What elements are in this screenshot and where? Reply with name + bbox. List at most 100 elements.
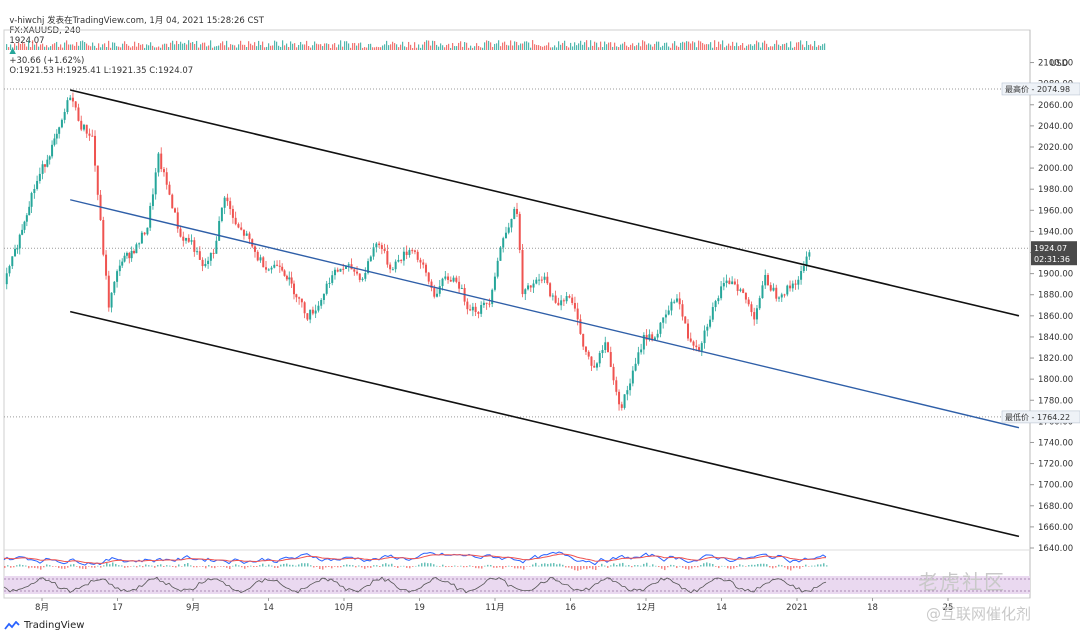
volume-bar — [406, 47, 408, 50]
candle-body — [267, 269, 270, 271]
candle-body — [543, 276, 546, 280]
candle-body — [422, 262, 425, 265]
candle-body — [535, 279, 538, 284]
volume-bar — [696, 47, 698, 50]
volume-bar — [754, 44, 756, 50]
y-tick-label: 2100.00 — [1038, 59, 1073, 69]
macd-histogram-bar — [229, 566, 231, 570]
macd-histogram-bar — [220, 566, 222, 567]
volume-bar — [148, 45, 150, 50]
volume-bar — [540, 46, 542, 50]
macd-histogram-bar — [472, 566, 474, 567]
candle-body — [223, 197, 226, 208]
macd-histogram-bar — [160, 564, 162, 567]
volume-bar — [86, 43, 88, 50]
volume-bar — [46, 45, 48, 50]
macd-histogram-bar — [430, 563, 432, 567]
macd-histogram-bar — [487, 564, 489, 567]
macd-histogram-bar — [139, 565, 141, 567]
macd-histogram-bar — [61, 566, 63, 569]
volume-bar — [606, 44, 608, 50]
volume-bar — [662, 45, 664, 50]
macd-histogram-bar — [757, 564, 759, 567]
macd-histogram-bar — [397, 566, 399, 568]
volume-bar — [532, 40, 534, 50]
candle-body — [618, 391, 621, 405]
macd-histogram-bar — [619, 563, 621, 567]
macd-histogram-bar — [790, 566, 792, 571]
volume-bar — [164, 43, 166, 50]
candle-body — [116, 271, 119, 282]
volume-bar — [674, 41, 676, 50]
volume-bar — [384, 44, 386, 50]
candle-body — [607, 342, 610, 353]
macd-histogram-bar — [223, 566, 225, 567]
volume-bar — [130, 47, 132, 50]
macd-histogram-bar — [148, 565, 150, 567]
volume-bar — [460, 41, 462, 50]
candle-body — [168, 184, 171, 195]
candle-body — [521, 250, 524, 295]
macd-histogram-bar — [763, 563, 765, 567]
volume-bar — [422, 44, 424, 50]
candle-body — [240, 227, 243, 230]
candle-body — [77, 107, 80, 121]
macd-histogram-bar — [742, 565, 744, 567]
price-tag-label: 最低价 - 1764.22 — [1005, 412, 1070, 422]
volume-bar — [780, 46, 782, 50]
candle-body — [485, 302, 488, 304]
candles — [5, 92, 811, 411]
volume-bar — [260, 44, 262, 50]
candle-body — [416, 251, 419, 260]
candle-body — [60, 119, 63, 128]
volume-bar — [236, 47, 238, 50]
volume-bar — [476, 43, 478, 50]
channel-upper-line[interactable] — [70, 89, 1020, 317]
candle-body — [51, 144, 54, 157]
y-tick-label: 1740.00 — [1038, 438, 1073, 448]
volume-bar — [578, 43, 580, 50]
x-tick-label: 8月 — [35, 603, 49, 613]
candle-body — [786, 285, 789, 295]
volume-bar — [420, 47, 422, 50]
volume-bar — [716, 47, 718, 50]
volume-bar — [94, 45, 96, 50]
macd-histogram-bar — [259, 565, 261, 567]
candle-body — [162, 169, 165, 173]
volume-bar — [216, 46, 218, 50]
candle-body — [165, 172, 168, 185]
candle-body — [128, 252, 131, 259]
candle-body — [758, 298, 761, 309]
volume-bar — [602, 47, 604, 50]
macd-histogram-bar — [40, 566, 42, 570]
candle-body — [345, 265, 347, 269]
symbol-label[interactable]: FX:XAUUSD, 240 — [9, 26, 81, 36]
volume-bar — [552, 47, 554, 50]
volume-bar — [654, 43, 656, 50]
candle-body — [659, 322, 662, 334]
tradingview-brand[interactable]: TradingView — [24, 620, 85, 631]
volume-bar — [108, 40, 110, 50]
y-tick-label: 1660.00 — [1038, 523, 1073, 533]
channel-lower-line[interactable] — [70, 310, 1020, 538]
candle-body — [709, 319, 712, 327]
macd-histogram-bar — [409, 566, 411, 569]
candle-body — [292, 283, 295, 295]
channel-middle-line[interactable] — [70, 199, 1020, 429]
candle-body — [480, 305, 483, 314]
candle-body — [797, 279, 800, 285]
volume-bar — [824, 43, 826, 50]
candle-body — [196, 251, 199, 253]
macd-histogram-bar — [184, 563, 186, 567]
candle-body — [336, 269, 339, 272]
macd-histogram-bar — [646, 562, 648, 567]
volume-bar — [226, 40, 228, 50]
volume-bar — [78, 45, 80, 50]
candle-body — [273, 264, 276, 268]
volume-bar — [190, 42, 192, 50]
macd-histogram-bar — [667, 566, 669, 568]
volume-bar — [766, 43, 768, 50]
candle-body — [408, 250, 411, 256]
macd-histogram-bar — [559, 563, 561, 567]
